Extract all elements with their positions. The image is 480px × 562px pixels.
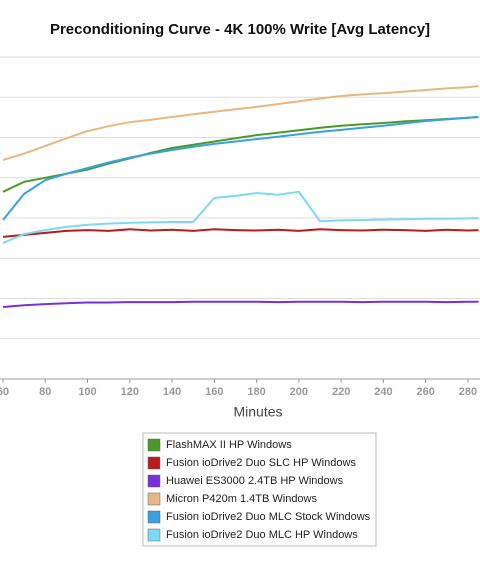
series-line bbox=[2, 300, 479, 308]
legend-swatch bbox=[147, 438, 161, 452]
legend-swatch bbox=[147, 492, 161, 506]
x-tick-label: 280 bbox=[459, 386, 477, 398]
legend-swatch bbox=[147, 474, 161, 488]
legend-label: Fusion ioDrive2 Duo MLC Stock Windows bbox=[166, 511, 371, 523]
x-tick-label: 120 bbox=[121, 386, 139, 398]
legend-label: Micron P420m 1.4TB Windows bbox=[166, 493, 317, 505]
x-tick-label: 80 bbox=[39, 386, 51, 398]
x-axis-label: Minutes bbox=[233, 404, 282, 420]
x-tick-label: 220 bbox=[332, 386, 350, 398]
series-line bbox=[2, 85, 479, 161]
legend-label: Fusion ioDrive2 Duo MLC HP Windows bbox=[166, 529, 358, 541]
x-tick-label: 140 bbox=[163, 386, 181, 398]
chart-title: Preconditioning Curve - 4K 100% Write [A… bbox=[50, 21, 430, 38]
x-tick-label: 260 bbox=[417, 386, 435, 398]
legend-label: FlashMAX II HP Windows bbox=[166, 439, 292, 451]
legend-label: Huawei ES3000 2.4TB HP Windows bbox=[166, 475, 344, 487]
x-tick-label: 180 bbox=[247, 386, 265, 398]
legend-swatch bbox=[147, 510, 161, 524]
x-tick-label: 160 bbox=[205, 386, 223, 398]
x-tick-label: 60 bbox=[0, 386, 9, 398]
legend-swatch bbox=[147, 456, 161, 470]
series-line bbox=[2, 116, 479, 193]
x-tick-label: 200 bbox=[290, 386, 308, 398]
series-line bbox=[2, 190, 479, 244]
series-line bbox=[2, 116, 479, 221]
legend-label: Fusion ioDrive2 Duo SLC HP Windows bbox=[166, 457, 356, 469]
series-line bbox=[2, 228, 479, 238]
x-tick-label: 240 bbox=[374, 386, 392, 398]
x-tick-label: 100 bbox=[78, 386, 96, 398]
legend-box bbox=[142, 432, 377, 547]
legend-swatch bbox=[147, 528, 161, 542]
